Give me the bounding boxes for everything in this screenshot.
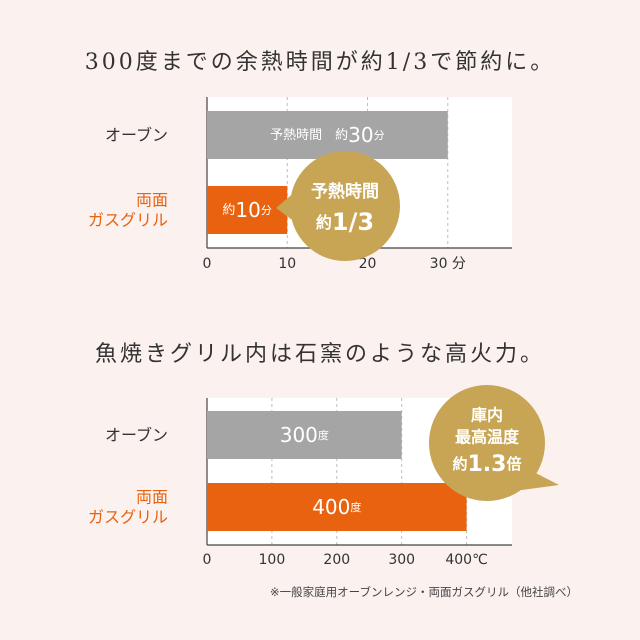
chart1-bar-label: 予熱時間 約30分 — [270, 123, 384, 147]
chart2-heading: 魚焼きグリル内は石窯のような高火力。 — [94, 342, 545, 367]
chart2-category-label: オーブン — [105, 426, 168, 445]
chart1-callout-text: 約1/3 — [316, 208, 374, 236]
chart2-tick-label: 400℃ — [445, 552, 487, 568]
chart1-tick-label: 10 — [278, 256, 296, 272]
chart1-callout-tail — [276, 195, 292, 220]
chart2-tick-label: 200 — [323, 552, 350, 568]
chart2-callout-text: 最高温度 — [455, 428, 520, 447]
chart2-callout-text: 庫内 — [471, 406, 503, 425]
chart2-callout-tail — [520, 473, 559, 491]
chart2-bar-label: 400度 — [312, 495, 361, 519]
chart2-bar-label: 300度 — [280, 423, 329, 447]
chart2-tick-label: 100 — [259, 552, 286, 568]
chart2-callout-text: 約1.3倍 — [452, 452, 521, 477]
chart1-bar-grill — [207, 186, 288, 234]
chart1-tick-label: 30 分 — [430, 256, 466, 272]
chart1-bar-oven — [207, 111, 448, 159]
chart1-callout-text: 予熱時間 — [311, 181, 379, 202]
chart2-bar-grill — [207, 483, 467, 531]
chart1-tick-label: 20 — [359, 256, 377, 272]
chart1-heading: 300度までの余熱時間が約1/3で節約に。 — [84, 50, 556, 75]
chart2-tick-label: 0 — [203, 552, 212, 568]
chart2-callout-bubble — [429, 385, 545, 501]
chart1-category-label: オーブン — [105, 126, 168, 145]
chart1-tick-label: 0 — [203, 256, 212, 272]
chart1-callout-bubble — [290, 151, 400, 261]
chart2-category-label: ガスグリル — [88, 508, 168, 527]
footnote: ※一般家庭用オーブンレンジ・両面ガスグリル（他社調べ） — [270, 585, 578, 599]
chart2-category-label: 両面 — [136, 488, 168, 507]
chart1-category-label: ガスグリル — [88, 211, 168, 230]
chart1-category-label: 両面 — [136, 191, 168, 210]
chart2-tick-label: 300 — [388, 552, 415, 568]
chart1-bar-label: 約10分 — [222, 198, 271, 222]
chart2-bar-oven — [207, 411, 402, 459]
